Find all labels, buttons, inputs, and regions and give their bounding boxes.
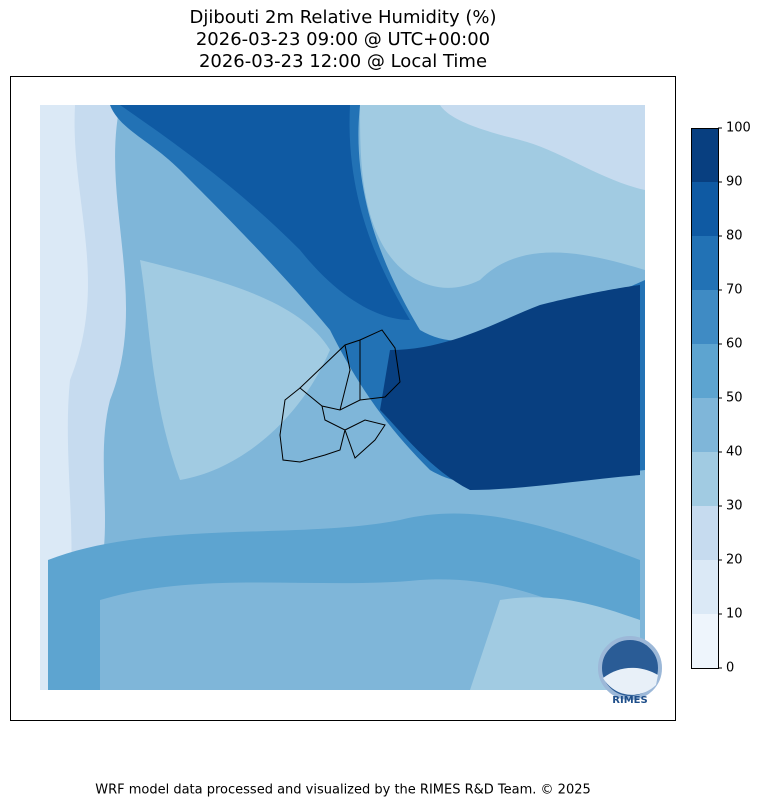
colorbar-tick-label: 100 [726,121,751,136]
logo-text: RIMES [612,695,647,706]
title-line: Djibouti 2m Relative Humidity (%) [190,7,497,28]
borders [279,329,401,463]
colorbar-tick-label: 70 [726,283,743,298]
colorbar-tick-label: 30 [726,499,743,514]
field-region [120,105,410,320]
colorbar-bin [691,128,718,182]
title-line: 2026-03-23 09:00 @ UTC+00:00 [196,29,490,50]
field-region [440,105,645,190]
colorbar-bin [691,560,718,614]
colorbar-tick-label: 80 [726,229,743,244]
field-region [140,260,330,480]
colorbar-bin [691,398,718,452]
colorbar-bin [691,452,718,506]
field-region [470,597,640,690]
colorbar-bin [691,506,718,560]
colorbar-bin [691,290,718,344]
colorbar-tick-label: 20 [726,553,743,568]
colorbar-tick-label: 50 [726,391,743,406]
colorbar-tick-label: 90 [726,175,743,190]
colorbar-tick-label: 40 [726,445,743,460]
colorbar-tick-label: 10 [726,607,743,622]
logo: RIMES [598,636,662,706]
colorbar-bin [691,236,718,290]
colorbar: 0 10 20 30 40 50 60 70 80 90 100 [691,121,751,676]
title-line: 2026-03-23 12:00 @ Local Time [199,51,487,72]
colorbar-bin [691,344,718,398]
field-region [380,285,640,490]
colorbar-tick-label: 0 [726,661,734,676]
colorbar-bin [691,182,718,236]
footer: WRF model data processed and visualized … [95,783,591,798]
colorbar-tick-label: 60 [726,337,743,352]
map [10,76,676,721]
colorbar-bin [691,614,718,668]
field-region [40,105,88,690]
